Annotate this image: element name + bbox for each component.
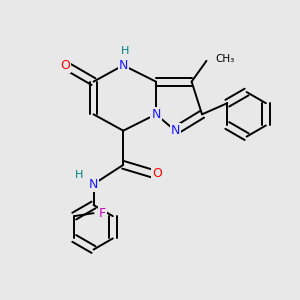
Text: F: F [99, 207, 106, 220]
Text: H: H [74, 170, 83, 180]
Text: H: H [121, 46, 129, 56]
Text: CH₃: CH₃ [215, 54, 235, 64]
Text: N: N [171, 124, 180, 137]
Text: O: O [60, 59, 70, 72]
Text: N: N [118, 59, 128, 72]
Text: O: O [152, 167, 162, 180]
Text: N: N [151, 108, 160, 121]
Text: N: N [89, 178, 98, 191]
